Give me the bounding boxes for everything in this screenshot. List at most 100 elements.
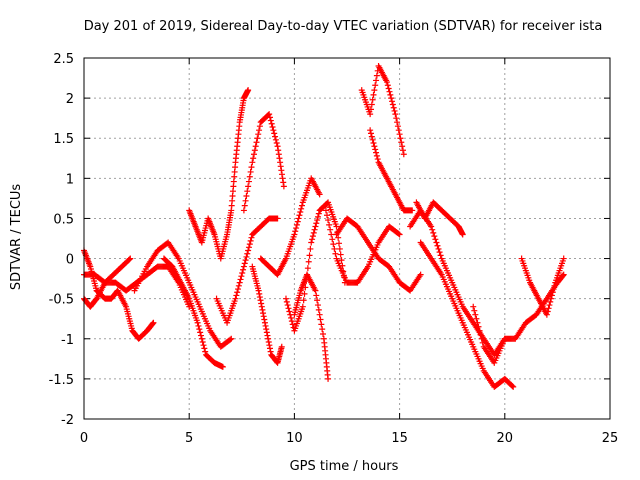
data-point-arc-9 <box>261 319 268 326</box>
data-point-arc-20 <box>472 311 479 318</box>
data-point-arc-20 <box>474 319 481 326</box>
data-point-arc-15 <box>390 104 397 111</box>
data-point-arc-15 <box>400 151 407 158</box>
data-point-arc-7 <box>274 143 281 150</box>
data-point-arc-11 <box>333 223 340 230</box>
data-point-arc-5 <box>201 345 208 352</box>
data-point-arc-7 <box>253 139 260 146</box>
data-point-arc-7 <box>252 143 259 150</box>
data-point-arc-7 <box>255 131 262 138</box>
data-point-arc-7 <box>267 117 274 124</box>
data-point-arc-15 <box>388 95 395 102</box>
data-point-arc-15 <box>387 91 394 98</box>
data-point-arc-11 <box>306 252 313 259</box>
data-point-arc-8 <box>247 237 254 244</box>
data-point-arc-17 <box>434 242 441 249</box>
data-point-arc-21 <box>550 286 557 293</box>
data-point-arc-21 <box>546 302 553 309</box>
data-point-arc-15 <box>373 77 380 84</box>
data-point-arc-9 <box>259 306 266 313</box>
data-point-arc-13 <box>325 217 332 224</box>
data-point-arc-11 <box>338 257 345 264</box>
data-point-arc-7 <box>266 114 273 121</box>
data-point-arc-5 <box>197 329 204 336</box>
data-point-arc-9 <box>266 345 273 352</box>
data-point-arc-8 <box>274 215 281 222</box>
data-point-arc-16 <box>371 143 378 150</box>
data-point-arc-20 <box>473 315 480 322</box>
data-point-arc-12 <box>313 292 320 299</box>
data-point-arc-7 <box>240 207 247 214</box>
data-point-arc-11 <box>307 245 314 252</box>
data-point-arc-15 <box>389 98 396 105</box>
data-point-arc-17 <box>433 239 440 246</box>
data-point-arc-1 <box>150 319 157 326</box>
data-point-arc-17 <box>435 245 442 252</box>
data-point-arc-11 <box>311 226 318 233</box>
data-point-arc-11 <box>288 314 295 321</box>
data-point-arc-17 <box>437 252 444 259</box>
data-point-arc-15 <box>393 115 400 122</box>
data-point-arc-7 <box>272 133 279 140</box>
data-point-arc-6 <box>245 87 252 94</box>
data-point-arc-10 <box>298 205 305 212</box>
data-point-arc-8 <box>239 269 246 276</box>
data-point-arc-7 <box>249 159 256 166</box>
data-point-arc-16 <box>373 152 380 159</box>
data-point-arc-21 <box>543 311 550 318</box>
data-point-arc-16 <box>367 130 374 137</box>
data-point-arc-21 <box>551 282 558 289</box>
data-point-arc-21 <box>547 298 554 305</box>
x-tick-label: 20 <box>497 431 514 446</box>
data-point-arc-9 <box>256 294 263 301</box>
y-tick-label: 0.5 <box>53 212 74 227</box>
data-point-arc-15 <box>370 91 377 98</box>
data-point-arc-9 <box>265 338 272 345</box>
data-point-arc-5 <box>195 322 202 329</box>
data-point-arc-11 <box>314 213 321 220</box>
data-point-arc-16 <box>409 207 416 214</box>
data-point-arc-13 <box>331 245 338 252</box>
data-point-arc-7 <box>241 202 248 209</box>
data-point-arc-11 <box>336 245 343 252</box>
data-point-arc-11 <box>284 302 291 309</box>
data-point-arc-7 <box>277 163 284 170</box>
data-point-arc-7 <box>245 178 252 185</box>
data-point-arc-15 <box>394 119 401 126</box>
data-point-arc-20 <box>560 272 567 279</box>
data-point-arc-15 <box>383 79 390 86</box>
x-tick-label: 10 <box>286 431 303 446</box>
data-point-arc-1 <box>149 320 156 327</box>
y-tick-label: 1 <box>66 172 74 187</box>
data-point-arc-8 <box>244 250 251 257</box>
data-point-arc-15 <box>386 88 393 95</box>
data-point-arc-15 <box>371 87 378 94</box>
data-point-arc-21 <box>545 305 552 312</box>
data-point-arc-7 <box>280 183 287 190</box>
data-point-arc-20 <box>476 327 483 334</box>
data-point-arc-19 <box>509 383 516 390</box>
data-point-arc-21 <box>549 289 556 296</box>
data-point-arc-11 <box>304 265 311 272</box>
data-point-arc-8 <box>238 273 245 280</box>
data-point-arc-7 <box>275 147 282 154</box>
data-point-arc-20 <box>471 307 478 314</box>
data-point-arc-7 <box>256 127 263 134</box>
data-point-arc-17 <box>431 233 438 240</box>
y-tick-label: -1.5 <box>49 373 74 388</box>
data-point-arc-13 <box>332 250 339 257</box>
data-point-arc-17 <box>436 249 443 256</box>
data-point-arc-8 <box>245 244 252 251</box>
data-point-arc-15 <box>372 82 379 89</box>
data-point-arc-7 <box>279 175 286 182</box>
data-point-arc-13 <box>329 236 336 243</box>
data-point-arc-19 <box>510 383 517 390</box>
y-axis-label: SDTVAR / TECUs <box>9 184 24 291</box>
y-tick-label: -2 <box>61 413 74 428</box>
data-point-arc-20 <box>477 331 484 338</box>
data-point-arc-7 <box>270 127 277 134</box>
data-point-arc-13 <box>326 221 333 228</box>
data-point-arc-7 <box>269 123 276 130</box>
data-point-arc-11 <box>283 298 290 305</box>
